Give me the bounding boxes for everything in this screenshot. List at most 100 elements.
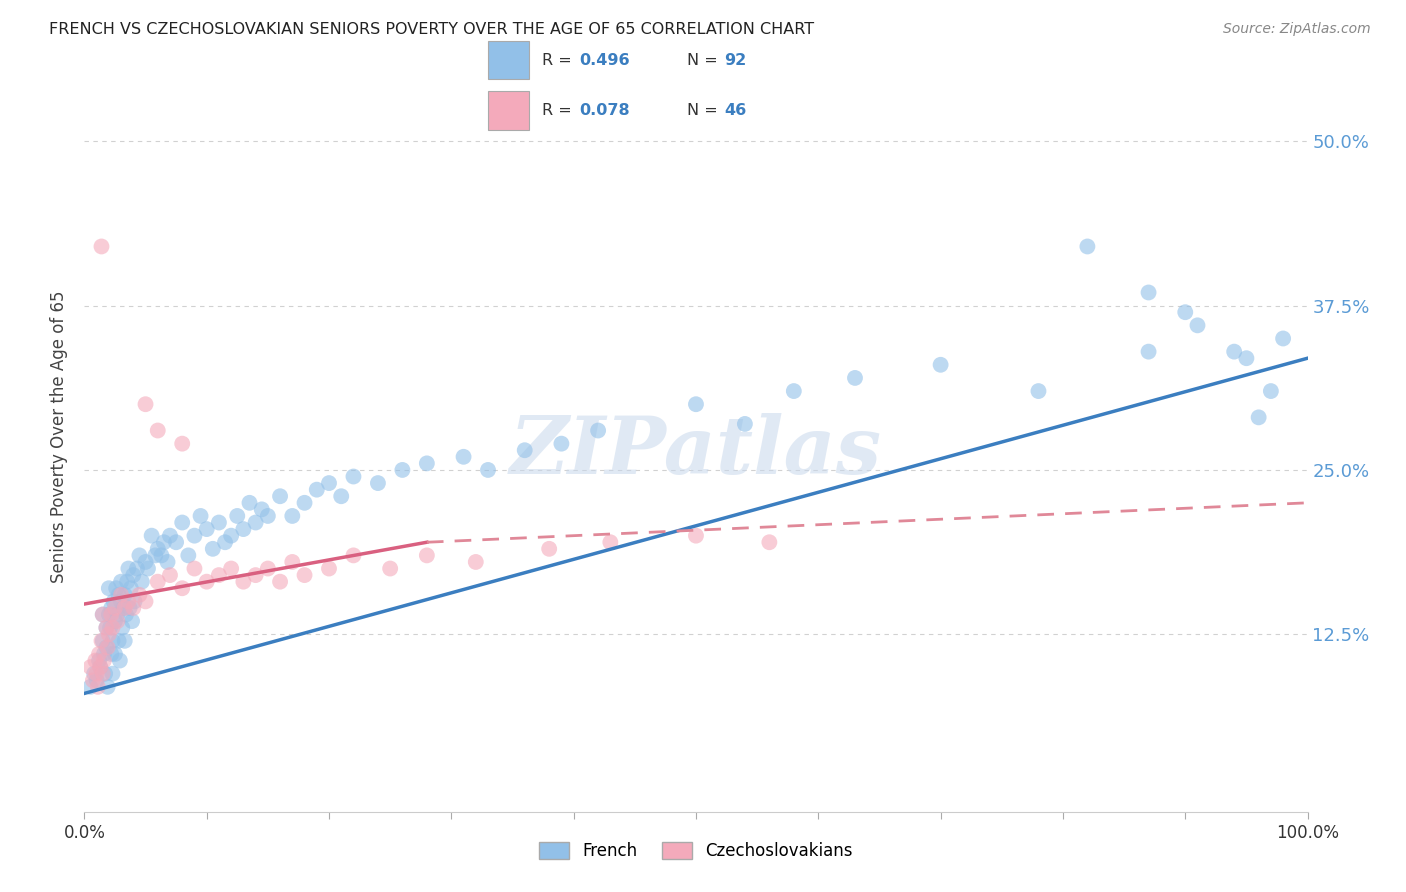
Text: 92: 92 bbox=[724, 53, 747, 68]
Point bbox=[1260, 384, 1282, 398]
Point bbox=[128, 588, 150, 602]
Point bbox=[269, 574, 291, 589]
Point bbox=[89, 660, 111, 674]
Point bbox=[128, 549, 150, 563]
Point bbox=[93, 654, 115, 668]
Point bbox=[1236, 351, 1258, 366]
Point bbox=[91, 633, 114, 648]
Point bbox=[117, 594, 139, 608]
Point bbox=[96, 621, 118, 635]
Point bbox=[104, 601, 127, 615]
Point bbox=[1187, 318, 1209, 333]
Point bbox=[97, 680, 120, 694]
Point bbox=[342, 549, 364, 563]
Point bbox=[453, 450, 475, 464]
Point bbox=[105, 607, 128, 622]
Point bbox=[550, 436, 572, 450]
Point bbox=[135, 594, 157, 608]
Point bbox=[844, 371, 866, 385]
Point bbox=[1028, 384, 1050, 398]
Point bbox=[281, 508, 304, 523]
Point bbox=[538, 541, 561, 556]
Point bbox=[513, 443, 536, 458]
Point bbox=[91, 607, 114, 622]
Point bbox=[391, 463, 413, 477]
Point bbox=[232, 522, 254, 536]
Point bbox=[219, 529, 242, 543]
Point bbox=[380, 561, 402, 575]
Point bbox=[734, 417, 756, 431]
Point bbox=[120, 581, 142, 595]
Point bbox=[159, 568, 181, 582]
Point bbox=[101, 621, 124, 635]
Point bbox=[318, 561, 340, 575]
Point bbox=[367, 476, 389, 491]
Text: 46: 46 bbox=[724, 103, 747, 118]
Text: N =: N = bbox=[688, 103, 723, 118]
Point bbox=[112, 601, 135, 615]
Point bbox=[318, 476, 340, 491]
Point bbox=[100, 607, 122, 622]
Point bbox=[477, 463, 499, 477]
Point bbox=[586, 424, 609, 438]
Point bbox=[141, 529, 163, 543]
Point bbox=[135, 555, 157, 569]
Point bbox=[111, 621, 134, 635]
Point bbox=[416, 456, 439, 470]
Point bbox=[93, 647, 115, 661]
Point bbox=[96, 621, 118, 635]
Point bbox=[238, 496, 260, 510]
Point bbox=[245, 516, 267, 530]
Point bbox=[1174, 305, 1197, 319]
Point bbox=[97, 627, 120, 641]
Point bbox=[87, 654, 110, 668]
Point bbox=[172, 581, 194, 595]
Point bbox=[96, 640, 118, 655]
Point bbox=[1247, 410, 1270, 425]
Point bbox=[122, 568, 145, 582]
Point bbox=[98, 621, 121, 635]
Point bbox=[416, 549, 439, 563]
Point bbox=[97, 640, 120, 655]
Point bbox=[1076, 239, 1098, 253]
Point bbox=[269, 489, 291, 503]
Point bbox=[294, 568, 316, 582]
Point bbox=[305, 483, 328, 497]
Point bbox=[91, 607, 114, 622]
Point bbox=[1137, 285, 1160, 300]
FancyBboxPatch shape bbox=[488, 91, 529, 129]
Point bbox=[342, 469, 364, 483]
Point bbox=[599, 535, 621, 549]
Point bbox=[90, 239, 112, 253]
Point bbox=[97, 607, 120, 622]
Point bbox=[110, 594, 132, 608]
Point bbox=[101, 666, 124, 681]
Point bbox=[172, 516, 194, 530]
Text: FRENCH VS CZECHOSLOVAKIAN SENIORS POVERTY OVER THE AGE OF 65 CORRELATION CHART: FRENCH VS CZECHOSLOVAKIAN SENIORS POVERT… bbox=[49, 22, 814, 37]
Point bbox=[219, 561, 242, 575]
Point bbox=[208, 516, 231, 530]
Point bbox=[153, 535, 176, 549]
Point bbox=[107, 633, 129, 648]
Point bbox=[90, 633, 112, 648]
Point bbox=[195, 574, 218, 589]
Point bbox=[97, 581, 120, 595]
Point bbox=[105, 581, 128, 595]
Point bbox=[165, 535, 187, 549]
Text: Source: ZipAtlas.com: Source: ZipAtlas.com bbox=[1223, 22, 1371, 37]
Point bbox=[281, 555, 304, 569]
Point bbox=[183, 561, 205, 575]
Point bbox=[250, 502, 273, 516]
Point bbox=[232, 574, 254, 589]
Point bbox=[100, 647, 122, 661]
Point bbox=[89, 660, 111, 674]
Text: 0.496: 0.496 bbox=[579, 53, 630, 68]
Point bbox=[146, 424, 169, 438]
Point bbox=[94, 666, 117, 681]
Point bbox=[214, 535, 236, 549]
Point bbox=[108, 654, 131, 668]
Text: R =: R = bbox=[543, 103, 576, 118]
Point bbox=[156, 555, 179, 569]
Point bbox=[143, 549, 166, 563]
Point bbox=[79, 660, 101, 674]
